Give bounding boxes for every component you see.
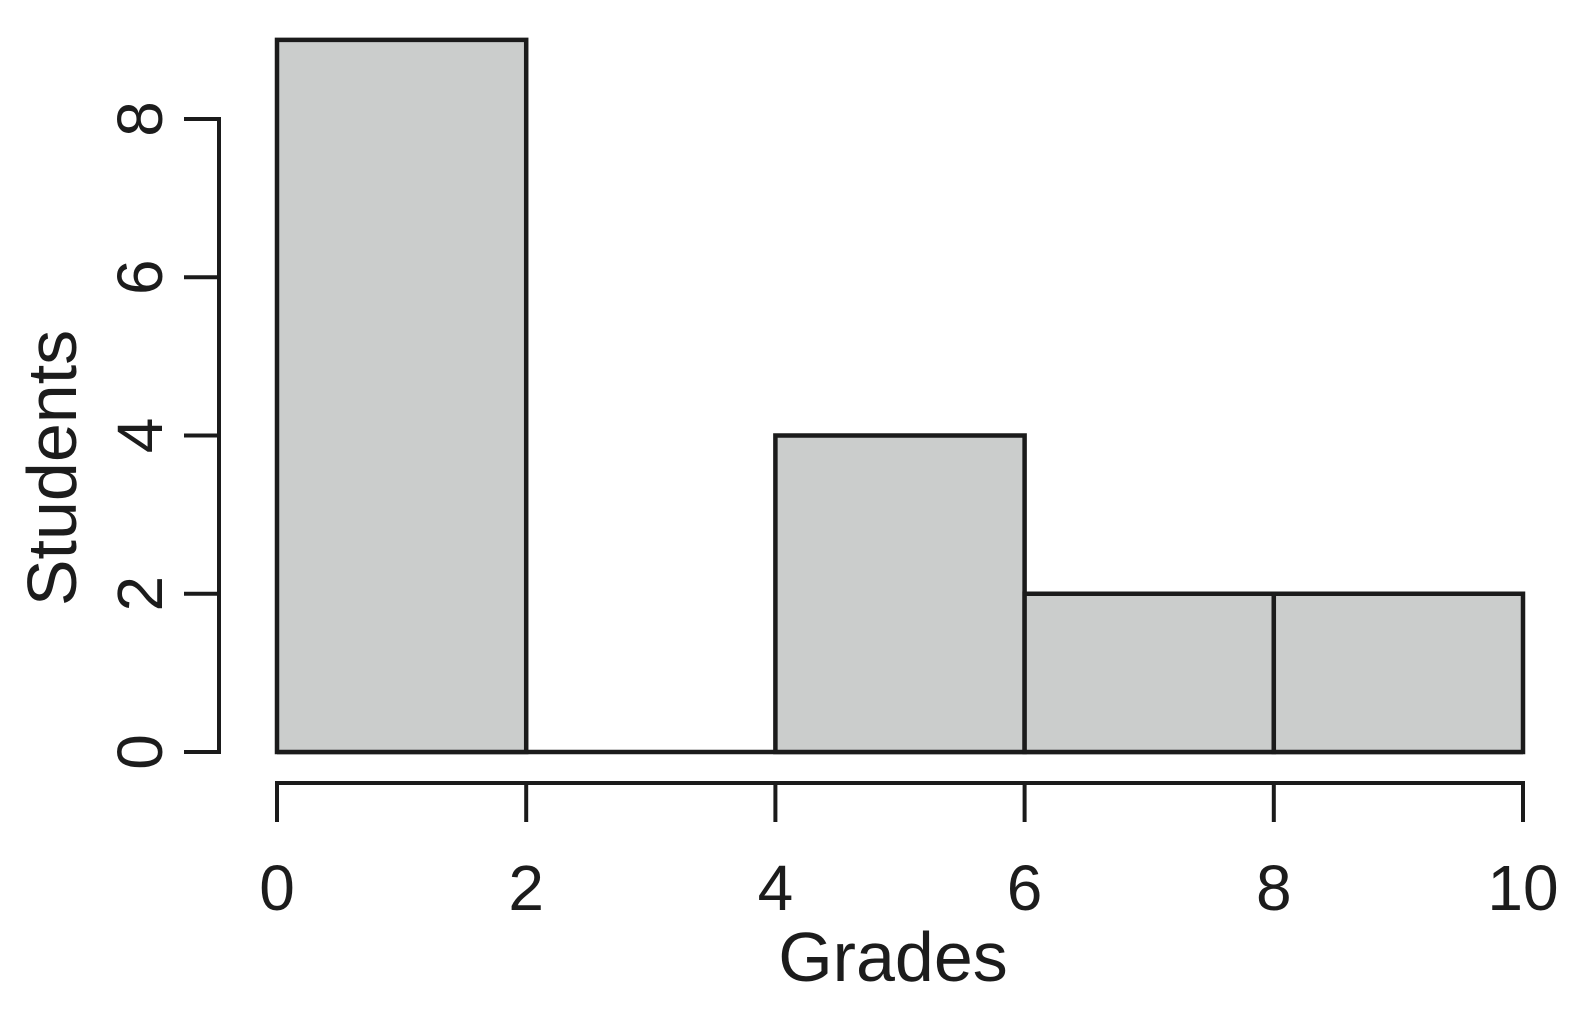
x-tick-label: 2 bbox=[508, 852, 544, 924]
y-axis-title: Students bbox=[13, 329, 91, 607]
histogram-bar bbox=[274, 37, 529, 755]
y-tick-label: 6 bbox=[104, 259, 176, 295]
y-tick-label: 2 bbox=[104, 576, 176, 612]
x-tick-label: 8 bbox=[1256, 852, 1292, 924]
x-tick-label: 6 bbox=[1007, 852, 1043, 924]
x-tick-label: 4 bbox=[758, 852, 794, 924]
histogram-bar bbox=[773, 433, 1027, 755]
y-tick-label: 0 bbox=[104, 734, 176, 770]
x-axis-title: Grades bbox=[778, 918, 1008, 996]
x-tick-label: 10 bbox=[1487, 852, 1558, 924]
histogram-bar bbox=[1022, 591, 1277, 755]
y-tick-label: 4 bbox=[104, 418, 176, 454]
x-tick-label: 0 bbox=[259, 852, 295, 924]
y-tick-label: 8 bbox=[104, 101, 176, 137]
histogram-bar bbox=[1271, 591, 1526, 755]
